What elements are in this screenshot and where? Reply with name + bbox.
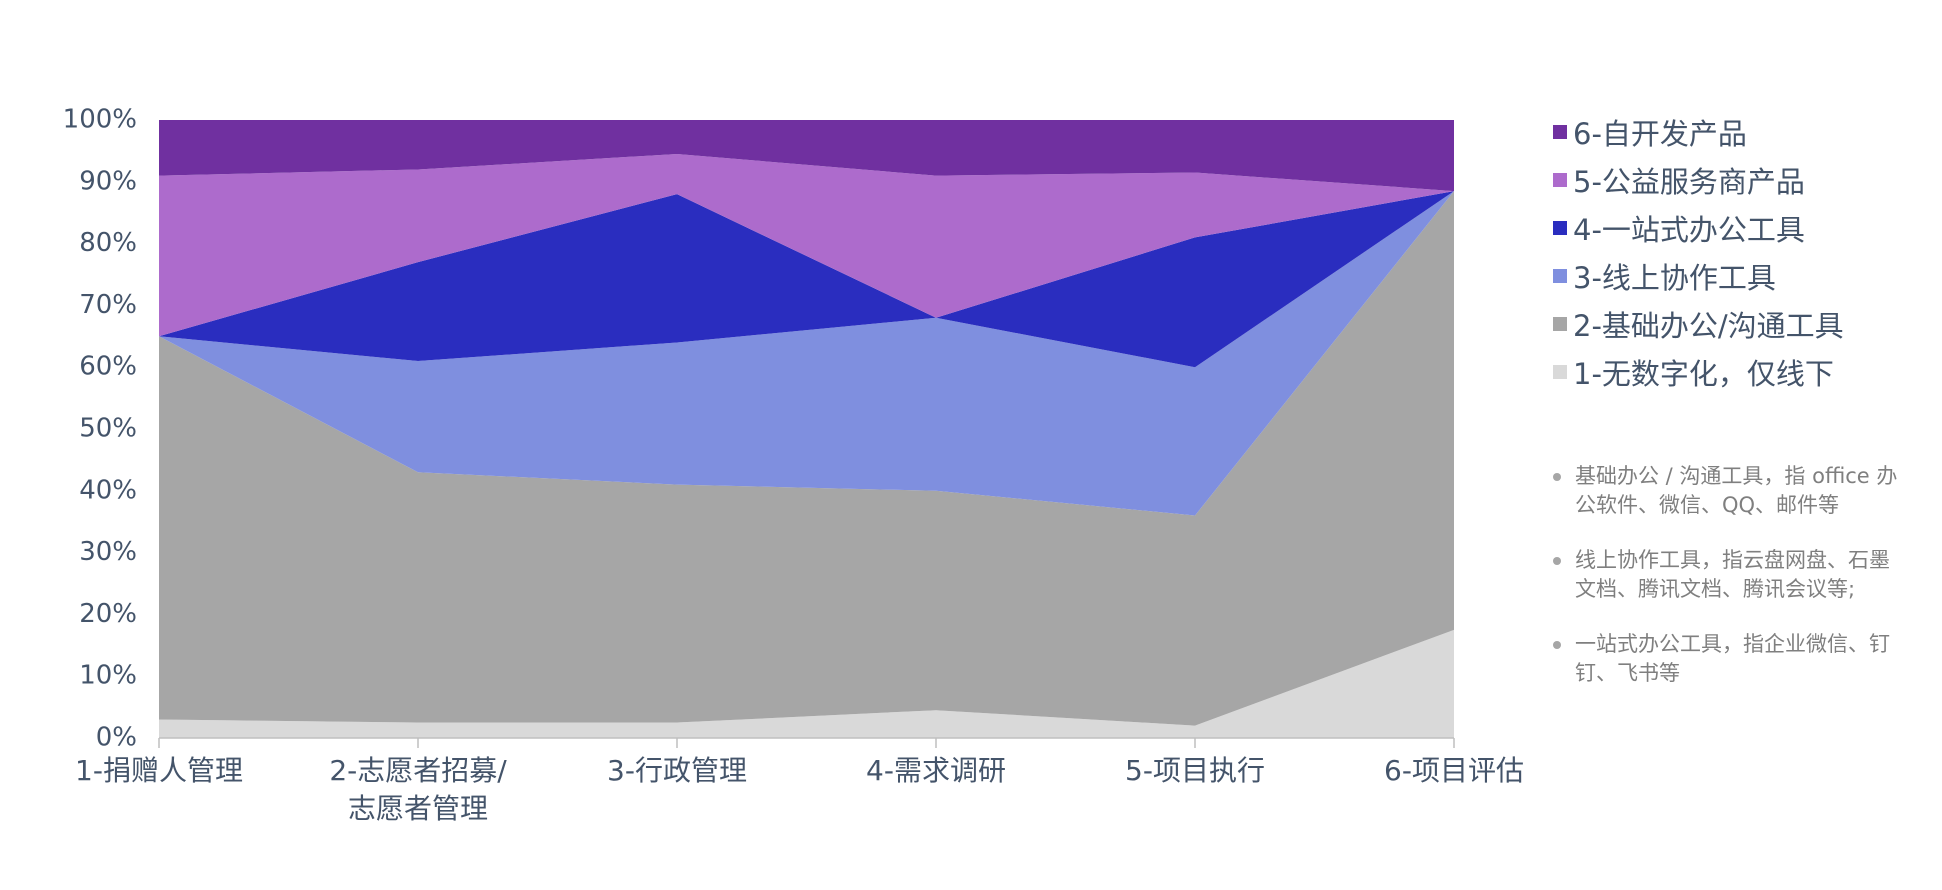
x-tick-label: 6-项目评估 <box>1384 754 1524 787</box>
note: 线上协作工具，指云盘网盘、石墨文档、腾讯文档、腾讯会议等; <box>1553 546 1933 604</box>
legend-item: 5-公益服务商产品 <box>1553 156 1844 204</box>
bullet <box>1553 557 1561 565</box>
legend-label: 5-公益服务商产品 <box>1573 165 1805 199</box>
legend-swatch <box>1553 317 1567 331</box>
legend-item: 1-无数字化，仅线下 <box>1553 348 1844 396</box>
legend-swatch <box>1553 125 1567 139</box>
area <box>159 191 1454 368</box>
x-tick-label: 2-志愿者招募/志愿者管理 <box>329 754 507 825</box>
legend-swatch <box>1553 269 1567 283</box>
legend-item: 3-线上协作工具 <box>1553 252 1844 300</box>
y-tick-label: 20% <box>79 599 137 629</box>
legend-swatch <box>1553 173 1567 187</box>
area <box>159 191 1454 516</box>
legend: 6-自开发产品 5-公益服务商产品 4-一站式办公工具 3-线上协作工具 2-基础办公/… <box>1553 108 1844 396</box>
y-tick-label: 100% <box>63 105 137 135</box>
note: 基础办公 / 沟通工具，指 office 办公软件、微信、QQ、邮件等 <box>1553 462 1933 520</box>
note: 一站式办公工具，指企业微信、钉钉、飞书等 <box>1553 630 1933 688</box>
bullet <box>1553 641 1561 649</box>
y-tick-label: 10% <box>79 661 137 691</box>
y-tick-label: 40% <box>79 475 137 505</box>
x-tick-label: 3-行政管理 <box>607 754 747 787</box>
note-text: 一站式办公工具，指企业微信、钉钉、飞书等 <box>1575 632 1890 685</box>
x-tick-label: 4-需求调研 <box>866 754 1006 787</box>
y-tick-label: 30% <box>79 537 137 567</box>
legend-label: 6-自开发产品 <box>1573 117 1747 151</box>
x-tick-label: 5-项目执行 <box>1125 754 1265 787</box>
bullet <box>1553 473 1561 481</box>
note-text: 线上协作工具，指云盘网盘、石墨文档、腾讯文档、腾讯会议等; <box>1575 548 1890 601</box>
legend-swatch <box>1553 221 1567 235</box>
x-tick-label: 1-捐赠人管理 <box>75 754 243 787</box>
y-tick-label: 70% <box>79 290 137 320</box>
note-text: 基础办公 / 沟通工具，指 office 办公软件、微信、QQ、邮件等 <box>1575 464 1898 517</box>
area <box>159 120 1454 192</box>
legend-label: 1-无数字化，仅线下 <box>1573 357 1834 391</box>
y-tick-label: 60% <box>79 352 137 382</box>
y-tick-label: 50% <box>79 414 137 444</box>
legend-item: 6-自开发产品 <box>1553 108 1844 156</box>
area <box>159 191 1454 726</box>
legend-item: 4-一站式办公工具 <box>1553 204 1844 252</box>
y-tick-label: 90% <box>79 166 137 196</box>
legend-label: 3-线上协作工具 <box>1573 261 1776 295</box>
y-tick-label: 80% <box>79 228 137 258</box>
legend-swatch <box>1553 365 1567 379</box>
legend-label: 2-基础办公/沟通工具 <box>1573 309 1844 343</box>
legend-label: 4-一站式办公工具 <box>1573 213 1805 247</box>
area <box>159 153 1454 337</box>
y-tick-label: 0% <box>96 723 137 753</box>
notes: 基础办公 / 沟通工具，指 office 办公软件、微信、QQ、邮件等 线上协作工… <box>1553 462 1933 714</box>
legend-item: 2-基础办公/沟通工具 <box>1553 300 1844 348</box>
